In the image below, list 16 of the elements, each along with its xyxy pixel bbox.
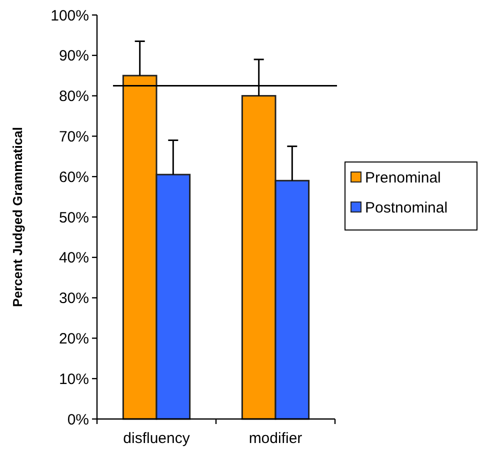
y-tick-label: 60% (58, 168, 89, 186)
y-axis-title: Percent Judged Grammatical (10, 127, 25, 307)
y-tick-label: 50% (58, 209, 89, 226)
y-tick-label: 20% (58, 330, 89, 348)
y-tick-label: 30% (58, 290, 89, 308)
legend-label: Postnominal (365, 199, 448, 216)
y-tick-label: 90% (58, 48, 89, 65)
x-tick-label: modifier (248, 430, 302, 447)
x-tick-label: disfluency (123, 430, 190, 447)
y-tick-label: 100% (50, 7, 89, 24)
y-tick-label: 80% (58, 88, 89, 106)
y-tick-label: 10% (58, 370, 89, 388)
y-tick-label: 70% (58, 128, 89, 146)
y-tick-label: 40% (58, 250, 89, 267)
y-tick-label: 0% (67, 411, 89, 428)
legend-label: Prenominal (365, 169, 441, 186)
